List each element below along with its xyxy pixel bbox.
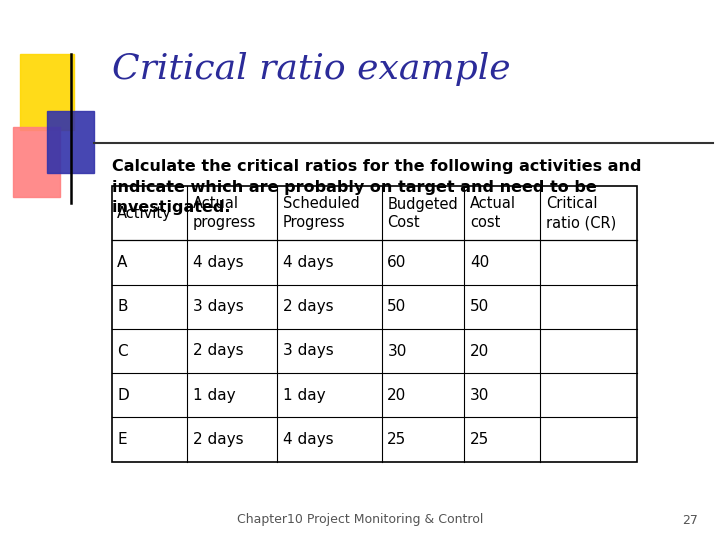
Text: 2 days: 2 days <box>193 432 243 447</box>
Text: Critical
ratio (CR): Critical ratio (CR) <box>546 197 616 230</box>
Text: 1 day: 1 day <box>193 388 235 403</box>
Text: 3 days: 3 days <box>193 299 243 314</box>
Text: B: B <box>117 299 128 314</box>
Text: Chapter10 Project Monitoring & Control: Chapter10 Project Monitoring & Control <box>237 514 483 526</box>
Text: investigated.: investigated. <box>112 200 231 215</box>
Text: 60: 60 <box>387 255 407 270</box>
Text: Actual
progress: Actual progress <box>193 197 256 230</box>
Text: indicate which are probably on target and need to be: indicate which are probably on target an… <box>112 180 596 195</box>
Text: 4 days: 4 days <box>283 255 333 270</box>
Text: 4 days: 4 days <box>193 255 243 270</box>
Text: Scheduled
Progress: Scheduled Progress <box>283 197 360 230</box>
Text: 30: 30 <box>387 343 407 359</box>
Text: Actual
cost: Actual cost <box>470 197 516 230</box>
Text: 25: 25 <box>470 432 490 447</box>
Text: 4 days: 4 days <box>283 432 333 447</box>
Text: 1 day: 1 day <box>283 388 325 403</box>
Text: 2 days: 2 days <box>283 299 333 314</box>
Text: 40: 40 <box>470 255 490 270</box>
Text: C: C <box>117 343 128 359</box>
Text: 27: 27 <box>683 514 698 526</box>
Text: 2 days: 2 days <box>193 343 243 359</box>
Text: Activity: Activity <box>117 206 172 221</box>
Text: Critical ratio example: Critical ratio example <box>112 52 510 86</box>
Text: D: D <box>117 388 129 403</box>
Text: Budgeted
Cost: Budgeted Cost <box>387 197 458 230</box>
Text: 30: 30 <box>470 388 490 403</box>
Text: A: A <box>117 255 127 270</box>
Text: 3 days: 3 days <box>283 343 333 359</box>
Text: E: E <box>117 432 127 447</box>
Text: 50: 50 <box>470 299 490 314</box>
Text: 25: 25 <box>387 432 407 447</box>
Text: Calculate the critical ratios for the following activities and: Calculate the critical ratios for the fo… <box>112 159 641 174</box>
Text: 20: 20 <box>387 388 407 403</box>
Text: 20: 20 <box>470 343 490 359</box>
Text: 50: 50 <box>387 299 407 314</box>
